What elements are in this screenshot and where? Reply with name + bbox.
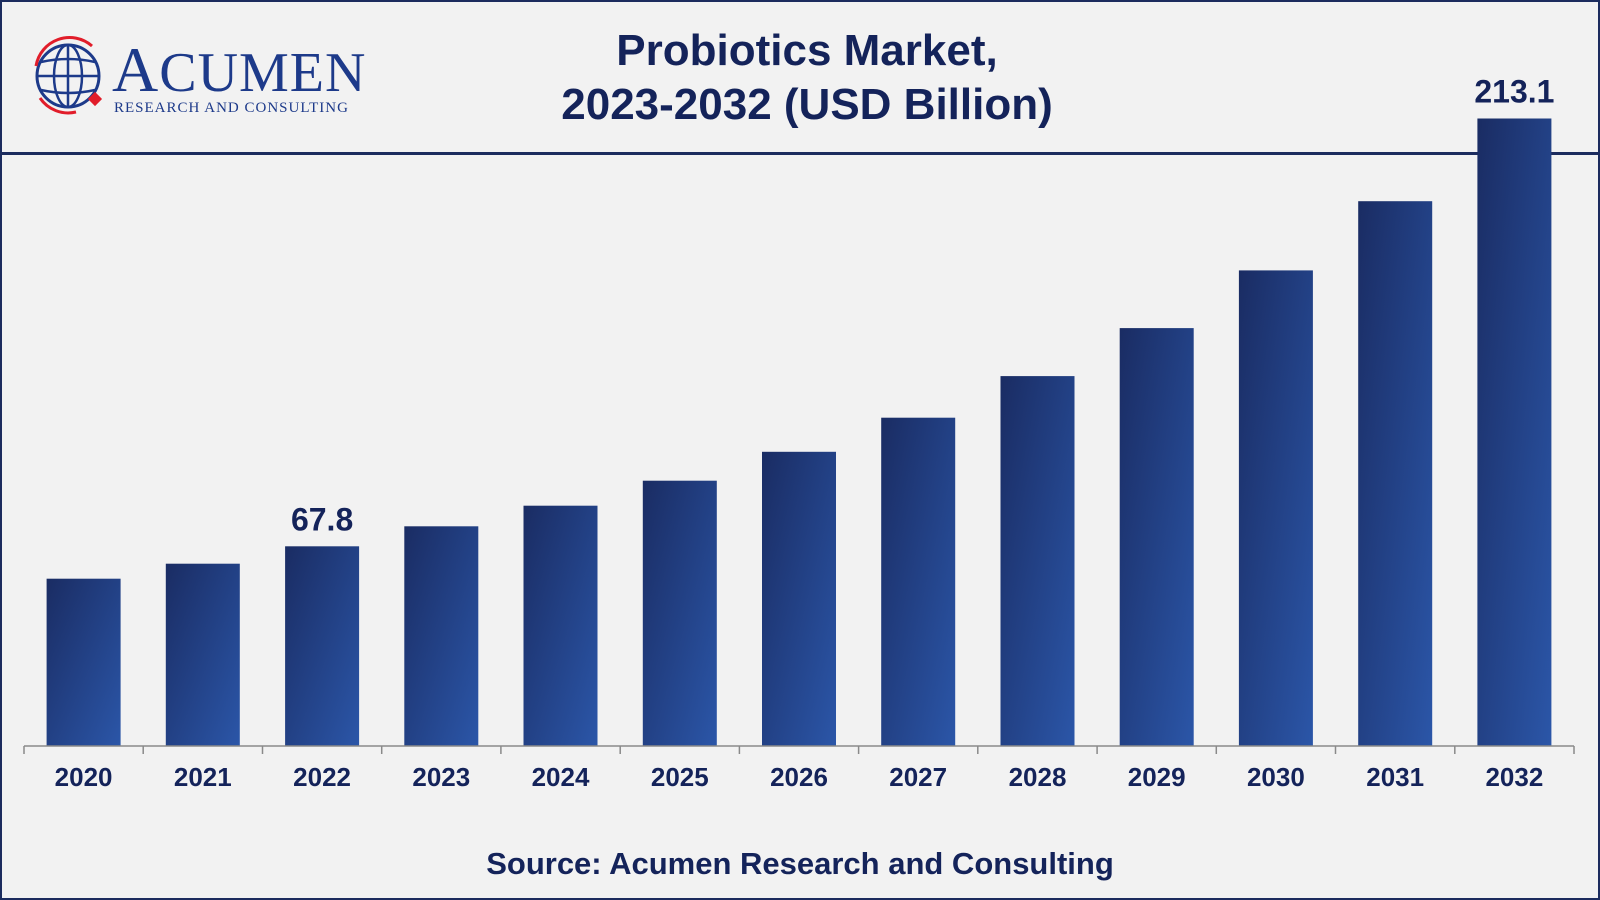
x-tick-label-2027: 2027 bbox=[889, 762, 947, 792]
x-tick-label-2021: 2021 bbox=[174, 762, 232, 792]
bar-2026 bbox=[762, 451, 836, 746]
chart-title-line2: 2023-2032 (USD Billion) bbox=[561, 80, 1053, 129]
header: ACUMEN RESEARCH AND CONSULTING Probiotic… bbox=[2, 2, 1598, 155]
x-tick-label-2029: 2029 bbox=[1128, 762, 1186, 792]
logo: ACUMEN RESEARCH AND CONSULTING bbox=[32, 36, 365, 126]
data-label-2022: 67.8 bbox=[291, 501, 353, 537]
x-tick-label-2023: 2023 bbox=[412, 762, 470, 792]
chart-title: Probiotics Market, 2023-2032 (USD Billio… bbox=[402, 24, 1212, 132]
bar-2031 bbox=[1358, 201, 1433, 746]
x-tick-label-2032: 2032 bbox=[1485, 762, 1543, 792]
bar-2032 bbox=[1477, 118, 1552, 746]
x-tick-label-2022: 2022 bbox=[293, 762, 351, 792]
chart-title-line1: Probiotics Market, bbox=[616, 26, 998, 75]
x-axis-labels: 2020 2021 2022 2023 2024 2025 2026 2027 2028 2029… bbox=[55, 762, 1544, 792]
x-tick-label-2030: 2030 bbox=[1247, 762, 1305, 792]
logo-tagline: RESEARCH AND CONSULTING bbox=[114, 100, 349, 116]
bar-2020 bbox=[46, 578, 121, 746]
logo-wordmark: ACUMEN bbox=[112, 34, 367, 105]
x-tick-label-2028: 2028 bbox=[1009, 762, 1067, 792]
globe-icon bbox=[34, 36, 103, 115]
data-labels: 67.8 213.1 bbox=[291, 74, 1554, 538]
data-label-2032: 213.1 bbox=[1474, 74, 1554, 110]
x-tick-label-2026: 2026 bbox=[770, 762, 828, 792]
x-tick-label-2020: 2020 bbox=[55, 762, 113, 792]
source-note: Source: Acumen Research and Consulting bbox=[486, 846, 1114, 881]
bar-2028 bbox=[1000, 376, 1075, 746]
bar-2030 bbox=[1238, 270, 1313, 746]
bar-series bbox=[46, 118, 1552, 746]
x-tick-label-2025: 2025 bbox=[651, 762, 709, 792]
bar-2027 bbox=[881, 417, 956, 746]
bar-2023 bbox=[404, 526, 479, 746]
x-tick-label-2031: 2031 bbox=[1366, 762, 1424, 792]
x-tick-label-2024: 2024 bbox=[532, 762, 590, 792]
x-axis-ticks bbox=[23, 746, 1575, 754]
bar-2025 bbox=[642, 480, 717, 746]
bar-2021 bbox=[165, 563, 240, 746]
bar-2024 bbox=[523, 505, 598, 746]
bar-2022 bbox=[285, 546, 360, 746]
bar-2029 bbox=[1119, 328, 1194, 746]
